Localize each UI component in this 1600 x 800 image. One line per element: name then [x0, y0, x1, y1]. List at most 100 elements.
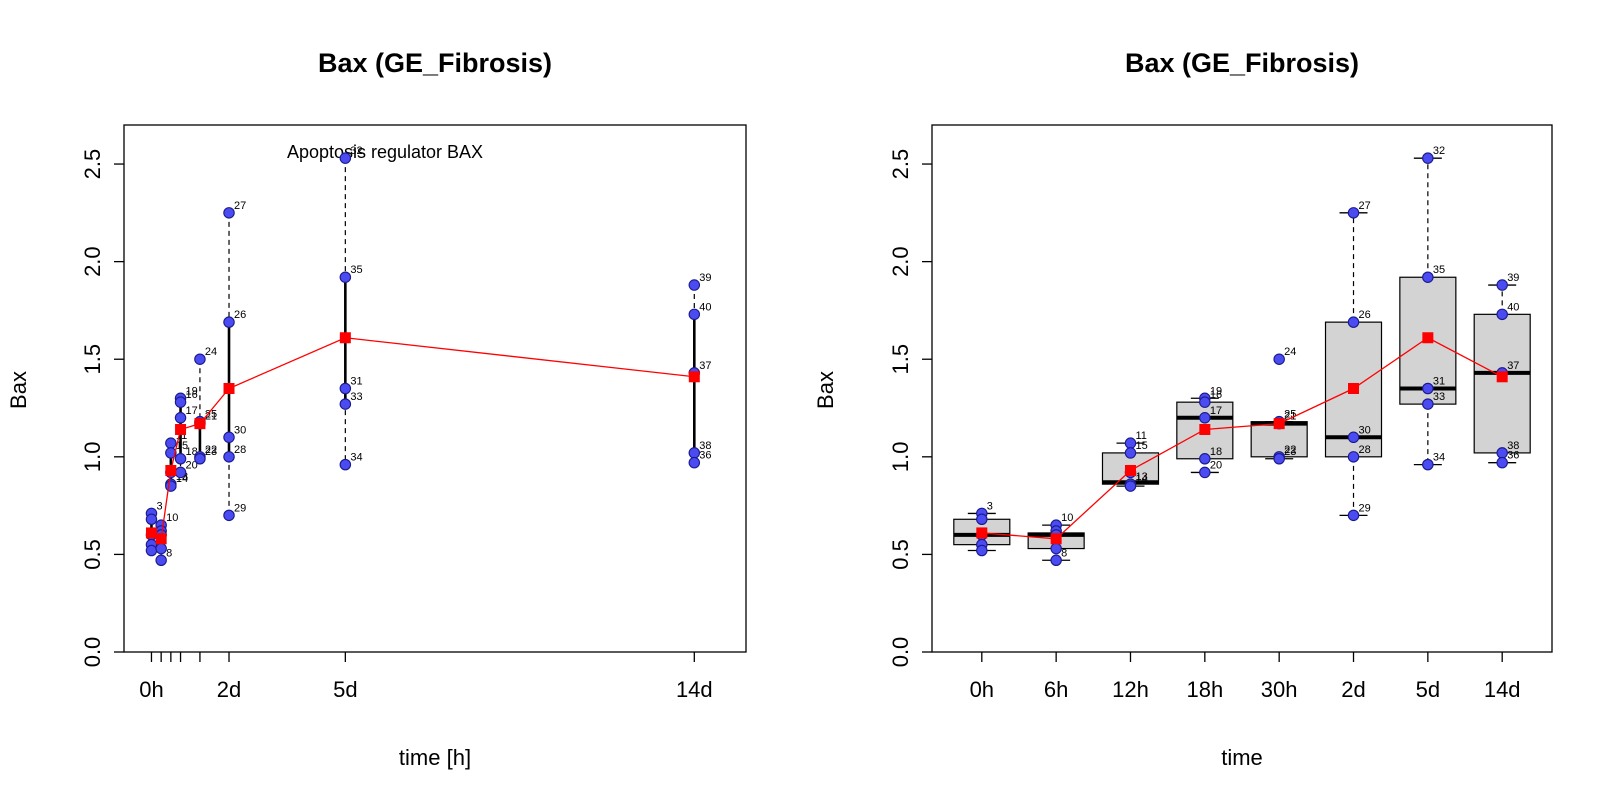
left-data-point — [223, 451, 235, 463]
right-point-label: 38 — [1507, 440, 1519, 452]
left-y-tick-label: 0.0 — [80, 637, 105, 668]
left-x-tick-label: 5d — [333, 677, 357, 702]
left-point-label: 35 — [350, 264, 362, 276]
left-point-label: 37 — [699, 360, 711, 372]
left-point-label: 20 — [186, 459, 198, 471]
right-point-label: 37 — [1507, 360, 1519, 372]
left-y-tick-label: 2.5 — [80, 149, 105, 180]
right-mean-marker — [1273, 418, 1285, 430]
right-x-axis-label: time — [1221, 745, 1263, 770]
left-mean-line — [151, 337, 695, 540]
left-point-label: 16 — [186, 389, 198, 401]
left-x-axis-label: time [h] — [399, 745, 471, 770]
right-data-point — [1422, 382, 1434, 395]
left-data-point — [145, 544, 158, 557]
left-point-label: 39 — [699, 272, 711, 284]
left-data-point — [155, 542, 167, 555]
right-point-label: 30 — [1359, 424, 1371, 436]
right-data-point — [1199, 396, 1211, 408]
right-point-label: 29 — [1359, 502, 1371, 514]
right-plot-marks: 0.00.51.01.52.02.50h 6h 12h 18h 30h 2d 5d 14d31… — [888, 145, 1531, 702]
left-x-tick-label: 2d — [217, 677, 241, 702]
left-y-tick-label: 1.0 — [80, 442, 105, 473]
left-data-point — [194, 453, 206, 465]
right-point-label: 34 — [1433, 452, 1445, 464]
left-y-tick-label: 1.5 — [80, 344, 105, 375]
left-x-tick-label: 14d — [676, 677, 713, 702]
left-mean-marker — [688, 371, 700, 383]
right-point-label: 23 — [1284, 446, 1296, 458]
left-point-label: 17 — [186, 405, 198, 417]
right-point-label: 33 — [1433, 391, 1445, 403]
left-data-point — [223, 509, 235, 522]
right-data-point — [1422, 152, 1434, 164]
left-data-point — [174, 396, 187, 408]
left-data-point — [339, 382, 352, 395]
right-x-tick-label: 18h — [1186, 677, 1223, 702]
right-point-label: 8 — [1061, 547, 1067, 559]
left-point-label: 10 — [166, 512, 178, 524]
left-x-tick-label: 0h — [139, 677, 163, 702]
right-point-label: 28 — [1359, 444, 1371, 456]
right-point-label: 31 — [1433, 376, 1445, 388]
left-mean-marker — [223, 383, 235, 394]
right-data-point — [1347, 509, 1360, 522]
left-point-label: 21 — [205, 411, 217, 423]
left-data-point — [688, 279, 701, 291]
right-point-label: 35 — [1433, 264, 1445, 276]
left-data-point — [339, 152, 352, 164]
right-point-label: 15 — [1135, 440, 1147, 452]
right-data-point — [1347, 316, 1360, 328]
right-point-label: 39 — [1507, 272, 1519, 284]
right-data-point — [1199, 453, 1211, 465]
right-mean-marker — [1124, 464, 1136, 476]
right-data-point — [1422, 271, 1434, 283]
right-data-point — [1496, 456, 1508, 469]
right-mean-marker — [1348, 383, 1360, 394]
left-data-point — [339, 458, 352, 471]
right-x-tick-label: 5d — [1416, 677, 1440, 702]
left-point-label: 28 — [234, 444, 246, 456]
left-point-label: 29 — [234, 502, 246, 514]
left-data-point — [174, 466, 187, 479]
right-data-point — [1347, 451, 1360, 463]
right-x-tick-label: 6h — [1044, 677, 1068, 702]
right-point-label: 16 — [1210, 389, 1222, 401]
left-point-label: 22 — [205, 444, 217, 456]
left-point-label: 24 — [205, 346, 217, 358]
right-data-point — [976, 513, 988, 526]
right-plot-frame — [931, 124, 1553, 653]
left-data-point — [688, 456, 701, 469]
right-y-tick-label: 0.0 — [888, 637, 913, 668]
left-data-point — [165, 437, 177, 449]
left-point-label: 8 — [166, 547, 172, 559]
right-data-point — [1347, 207, 1360, 219]
boxplot-chart: Bax (GE_Fibrosis) time Bax 0.0 0.5 1.0 1.5 2… — [813, 48, 1553, 770]
right-data-point — [1496, 279, 1508, 291]
right-point-label: 3 — [987, 500, 993, 512]
right-data-point — [1124, 447, 1137, 459]
right-data-point — [1124, 480, 1137, 492]
right-data-point — [1124, 437, 1137, 449]
left-point-label: 23 — [205, 446, 217, 458]
right-data-point — [1422, 398, 1434, 410]
right-data-point — [1273, 453, 1285, 465]
right-mean-marker — [1199, 423, 1211, 435]
right-y-tick-label: 0.5 — [888, 539, 913, 570]
left-point-label: 38 — [699, 440, 711, 452]
timeline-chart: Bax (GE_Fibrosis) Apoptosis regulator BA… — [6, 48, 747, 770]
right-data-point — [976, 544, 988, 557]
left-point-label: 31 — [350, 376, 362, 388]
right-y-tick-label: 2.5 — [888, 149, 913, 180]
right-data-point — [1347, 431, 1360, 444]
right-mean-marker — [976, 527, 988, 539]
left-plot-frame — [123, 124, 747, 653]
left-chart-title: Bax (GE_Fibrosis) — [318, 48, 552, 78]
right-mean-marker — [1422, 332, 1434, 344]
left-mean-marker — [175, 423, 187, 435]
left-point-label: 3 — [156, 500, 162, 512]
right-data-point — [1050, 542, 1062, 555]
left-point-label: 25 — [205, 409, 217, 421]
right-point-label: 40 — [1507, 301, 1519, 313]
